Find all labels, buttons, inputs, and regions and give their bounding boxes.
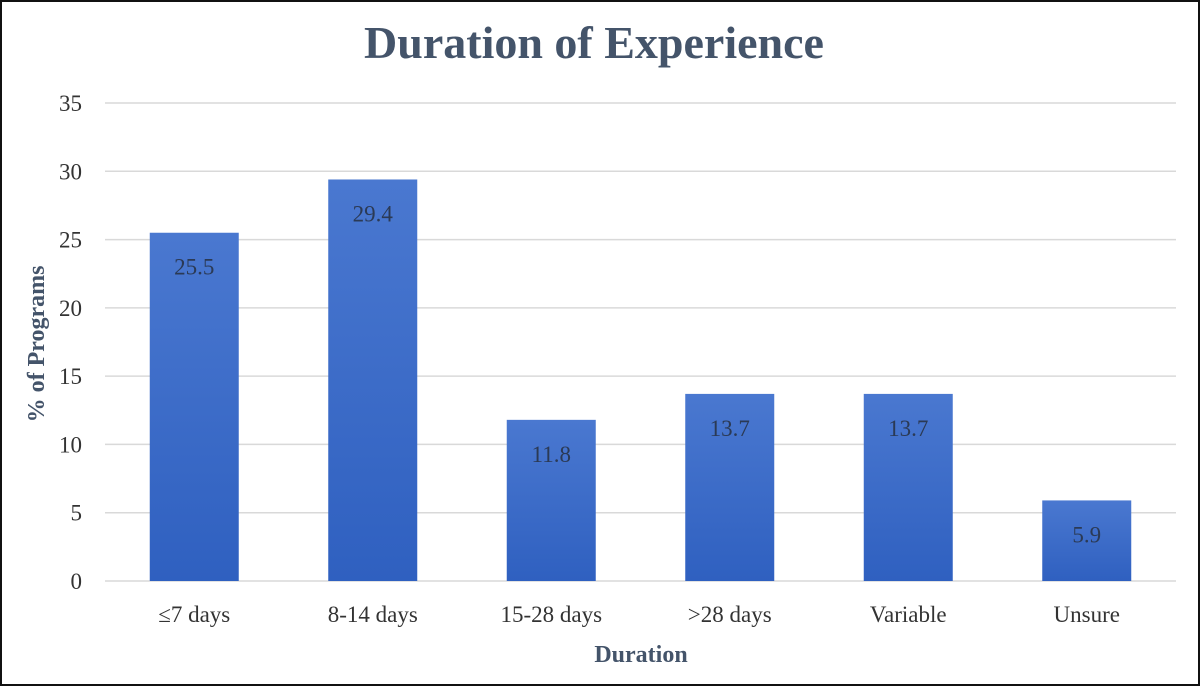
- data-label: 13.7: [710, 416, 750, 441]
- x-axis-ticks: ≤7 days 8-14 days 15-28 days >28 days Variab…: [158, 602, 1120, 627]
- y-tick-label: 30: [59, 159, 82, 184]
- data-label: 5.9: [1072, 522, 1101, 547]
- data-label: 11.8: [532, 442, 571, 467]
- x-tick-label: ≤7 days: [158, 602, 230, 627]
- data-label: 25.5: [174, 255, 214, 280]
- y-tick-label: 5: [71, 501, 83, 526]
- y-tick-label: 15: [59, 364, 82, 389]
- data-label: 13.7: [888, 416, 928, 441]
- x-tick-label: >28 days: [688, 602, 772, 627]
- bar: [685, 393, 775, 581]
- bars: [149, 179, 1132, 582]
- y-axis-ticks: 0 5 10 15 20 25 30 35: [59, 91, 82, 594]
- bar: [506, 419, 596, 581]
- x-tick-label: 8-14 days: [328, 602, 418, 627]
- data-label: 29.4: [353, 201, 394, 226]
- chart-title: Duration of Experience: [364, 17, 824, 68]
- bar: [149, 232, 239, 581]
- x-tick-label: Variable: [870, 602, 947, 627]
- y-tick-label: 35: [59, 91, 82, 116]
- x-tick-label: Unsure: [1054, 602, 1120, 627]
- bar: [863, 393, 953, 581]
- bar: [1042, 500, 1132, 581]
- y-axis-label: % of Programs: [24, 266, 50, 423]
- y-tick-label: 20: [59, 296, 82, 321]
- x-tick-label: 15-28 days: [500, 602, 602, 627]
- y-tick-label: 0: [71, 569, 83, 594]
- bar: [328, 179, 418, 582]
- x-axis-label: Duration: [594, 642, 687, 668]
- y-tick-label: 10: [59, 432, 82, 457]
- data-labels: 25.5 29.4 11.8 13.7 13.7 5.9: [174, 201, 1101, 547]
- y-tick-label: 25: [59, 228, 82, 253]
- gridlines: [105, 102, 1176, 582]
